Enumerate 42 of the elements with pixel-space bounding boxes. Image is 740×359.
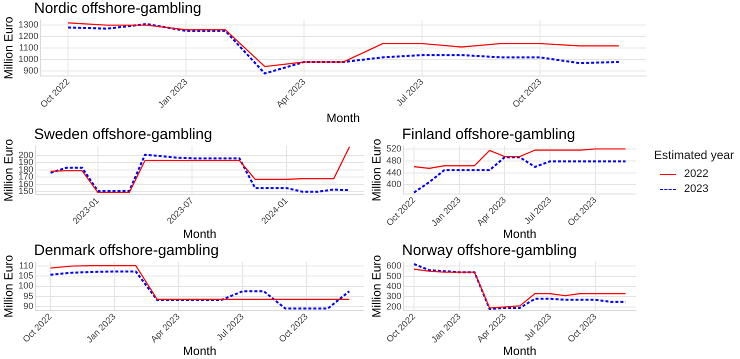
legend-title: Estimated year [654,148,734,162]
y-tick-label: 200 [386,301,402,312]
y-tick-label: 900 [23,66,38,76]
y-tick-label: 400 [386,179,402,190]
y-tick-label: 1100 [19,42,38,53]
y-tick-label: 400 [386,280,402,291]
line-series [50,154,351,193]
x-axis-title: Month [326,111,360,126]
y-axis-title: Million Euro [370,254,384,318]
chart-title: Nordic offshore-gambling [34,0,202,17]
y-tick-label: 90 [23,300,34,311]
x-axis-title: Month [503,227,536,242]
y-tick-label: 440 [386,167,402,178]
chart-title: Norway offshore-gambling [402,242,577,259]
y-tick-label: 105 [18,270,34,281]
y-tick-label: 1000 [18,54,38,64]
y-tick-label: 500 [386,270,402,281]
y-tick-label: 1300 [18,20,38,30]
x-axis-title: Month [503,344,536,358]
chart-title: Denmark offshore-gambling [34,242,219,259]
legend-label: 2022 [684,168,708,180]
legend-label: 2023 [684,183,708,195]
y-tick-label: 300 [386,291,402,302]
chart-title: Finland offshore-gambling [402,126,576,143]
y-tick-label: 200 [18,150,34,160]
y-axis-title: Million Euro [370,138,384,202]
y-tick-label: 520 [386,144,402,154]
y-tick-label: 100 [18,280,34,291]
line-series [413,156,627,194]
x-axis-title: Month [183,344,216,358]
y-tick-label: 480 [386,156,402,166]
y-tick-label: 95 [23,290,34,301]
chart-title: Sweden offshore-gambling [34,126,212,143]
y-tick-label: 110 [19,260,34,271]
line-series [49,270,350,310]
y-tick-label: 600 [386,260,402,271]
y-tick-label: 150 [18,186,34,196]
y-axis-title: Million Euro [2,138,16,202]
y-tick-label: 1200 [18,31,38,42]
y-axis-title: Million Euro [2,254,16,318]
y-axis-title: Million Euro [2,16,16,80]
x-axis-title: Month [183,227,216,242]
